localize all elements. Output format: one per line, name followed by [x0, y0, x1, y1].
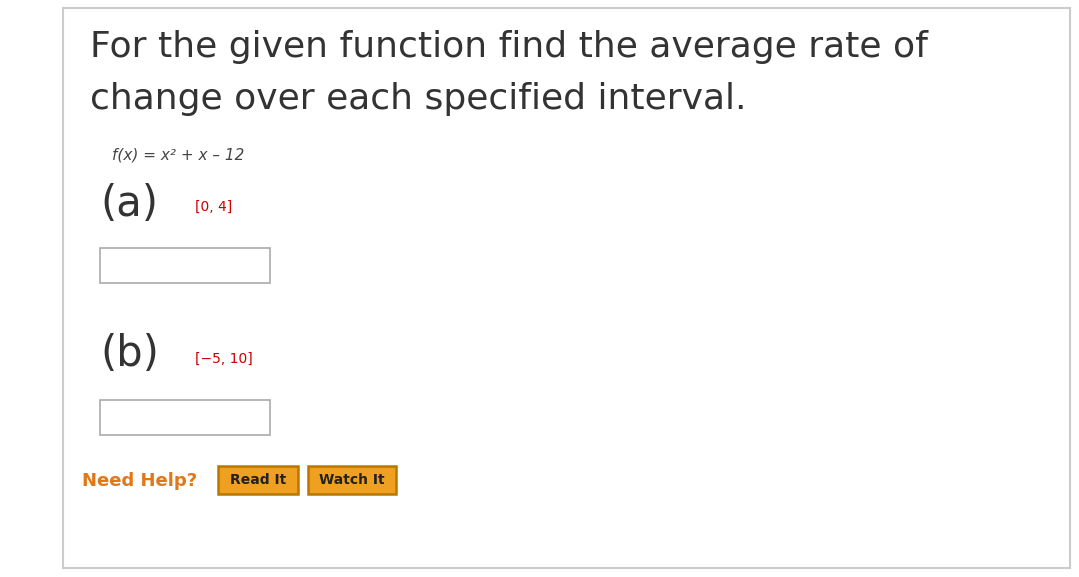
Text: Read It: Read It	[230, 473, 286, 487]
Text: change over each specified interval.: change over each specified interval.	[90, 82, 747, 116]
Text: f(x) = x² + x – 12: f(x) = x² + x – 12	[112, 148, 244, 163]
FancyBboxPatch shape	[63, 8, 1070, 568]
Text: Need Help?: Need Help?	[82, 472, 197, 490]
FancyBboxPatch shape	[100, 248, 270, 283]
FancyBboxPatch shape	[100, 400, 270, 435]
Text: [0, 4]: [0, 4]	[195, 200, 232, 214]
FancyBboxPatch shape	[308, 466, 396, 494]
Text: For the given function find the average rate of: For the given function find the average …	[90, 30, 928, 64]
Text: Watch It: Watch It	[319, 473, 385, 487]
Text: (a): (a)	[100, 183, 158, 225]
Text: (b): (b)	[100, 333, 159, 375]
FancyBboxPatch shape	[218, 466, 298, 494]
Text: [−5, 10]: [−5, 10]	[195, 352, 252, 366]
